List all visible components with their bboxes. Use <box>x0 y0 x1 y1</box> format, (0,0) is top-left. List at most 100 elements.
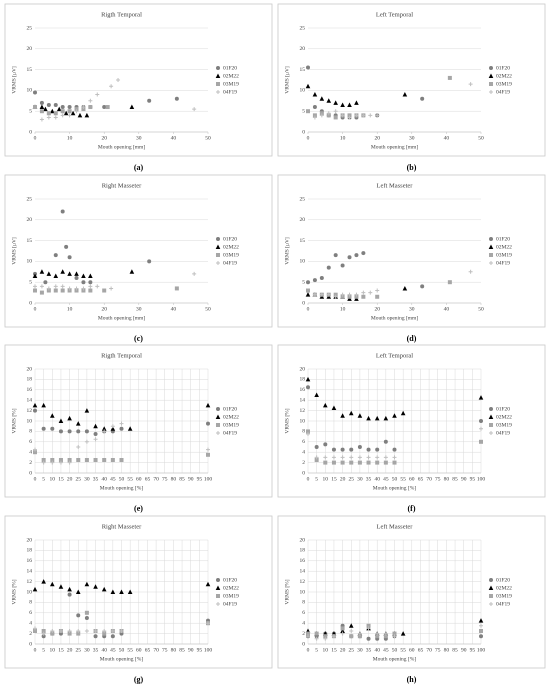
y-tick-label: 10 <box>27 259 33 265</box>
point <box>67 109 72 114</box>
y-tick-label: 8 <box>29 429 32 435</box>
point <box>76 458 81 462</box>
x-tick-label: 30 <box>409 306 415 312</box>
point <box>333 115 338 120</box>
x-tick-label: 65 <box>145 476 151 482</box>
x-tick-label: 5 <box>42 647 45 653</box>
legend-marker <box>489 578 493 582</box>
legend-label: 02M22 <box>223 585 239 591</box>
legend-marker <box>216 237 220 241</box>
point <box>58 460 63 465</box>
y-tick-label: 2 <box>29 460 32 466</box>
x-tick-label: 70 <box>426 647 432 653</box>
point <box>101 426 107 431</box>
panel-caption: (g) <box>134 675 144 684</box>
x-tick-label: 70 <box>153 476 159 482</box>
panel-frame <box>277 174 546 328</box>
point <box>109 84 114 89</box>
y-tick-label: 8 <box>302 600 305 606</box>
legend-label: 04F19 <box>496 260 510 266</box>
point <box>192 107 197 112</box>
legend-marker <box>216 261 220 265</box>
point <box>319 113 324 118</box>
point <box>400 631 406 636</box>
point <box>81 286 86 291</box>
point <box>50 413 55 418</box>
y-tick-label: 16 <box>300 558 306 564</box>
x-axis-label: Mouth opening [%] <box>373 656 417 662</box>
point <box>76 429 81 434</box>
point <box>368 113 373 118</box>
point <box>67 113 72 118</box>
y-tick-label: 18 <box>27 377 33 383</box>
y-tick-label: 0 <box>302 129 305 135</box>
legend-label: 01F20 <box>496 577 510 583</box>
point <box>331 460 336 465</box>
y-tick-label: 0 <box>302 641 305 647</box>
point <box>314 631 319 636</box>
legend-label: 01F20 <box>496 236 510 242</box>
x-tick-label: 30 <box>84 647 90 653</box>
legend-marker <box>489 253 493 257</box>
y-tick-label: 10 <box>300 418 306 424</box>
point <box>354 294 359 299</box>
point <box>206 421 210 426</box>
point <box>53 273 59 278</box>
point <box>88 98 93 103</box>
point <box>101 586 107 592</box>
point <box>354 292 359 297</box>
point <box>76 631 81 636</box>
point <box>366 460 371 465</box>
y-tick-label: 0 <box>302 470 305 476</box>
point <box>67 592 72 597</box>
point <box>447 75 452 80</box>
y-tick-label: 4 <box>29 620 32 626</box>
x-tick-label: 55 <box>127 647 133 653</box>
point <box>206 621 210 626</box>
point <box>347 292 352 297</box>
point <box>357 445 362 449</box>
point <box>93 629 98 633</box>
y-tick-label: 2 <box>302 460 305 466</box>
x-tick-label: 0 <box>307 647 310 653</box>
point <box>333 294 338 299</box>
point <box>67 631 72 636</box>
panel-title: Right Masseter <box>102 523 142 530</box>
x-tick-label: 10 <box>323 476 329 482</box>
point <box>323 442 328 447</box>
point <box>60 109 65 114</box>
legend-label: 01F20 <box>223 406 237 412</box>
y-tick-label: 18 <box>300 377 306 383</box>
y-axis-label: VRMS [μV] <box>11 66 17 94</box>
point <box>116 78 121 82</box>
y-tick-label: 15 <box>27 67 33 73</box>
y-tick-label: 8 <box>302 429 305 435</box>
point <box>354 253 359 258</box>
legend-label: 03M19 <box>223 252 239 258</box>
point <box>81 288 86 293</box>
legend-marker <box>489 237 493 241</box>
point <box>349 447 354 452</box>
x-tick-label: 30 <box>409 135 415 141</box>
x-tick-label: 75 <box>435 476 441 482</box>
point <box>206 447 210 452</box>
point <box>340 455 345 460</box>
legend-label: 03M19 <box>496 81 512 87</box>
point <box>354 113 359 118</box>
point <box>392 447 397 452</box>
point <box>53 253 58 258</box>
legend-marker <box>488 244 494 249</box>
x-tick-label: 25 <box>76 476 82 482</box>
point <box>192 271 197 276</box>
x-tick-label: 45 <box>110 476 116 482</box>
y-tick-label: 15 <box>27 238 33 244</box>
point <box>366 415 371 421</box>
panel-title: Left Masseter <box>377 182 414 189</box>
legend-label: 01F20 <box>223 65 237 71</box>
legend-marker <box>489 602 493 606</box>
x-tick-label: 10 <box>340 306 346 312</box>
point <box>39 269 45 274</box>
x-tick-label: 30 <box>84 476 90 482</box>
point <box>347 294 352 299</box>
